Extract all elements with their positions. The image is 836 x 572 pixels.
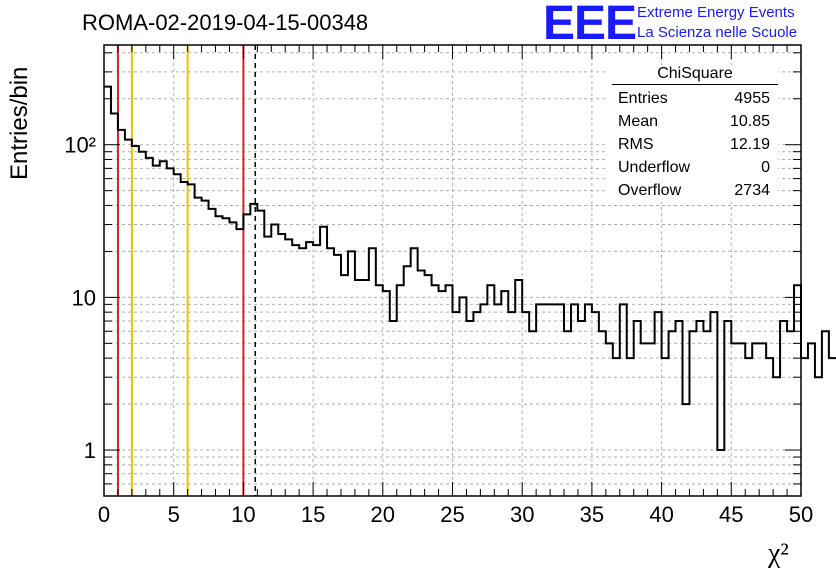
x-tick-label: 10 [231, 502, 255, 527]
stats-row-mean: Mean 10.85 [608, 110, 778, 133]
stats-value: 0 [761, 159, 770, 176]
x-tick-label: 25 [440, 502, 464, 527]
x-tick-label: 5 [168, 502, 180, 527]
stats-label: Entries [618, 90, 668, 107]
stats-label: Overflow [618, 182, 682, 199]
x-tick-label: 50 [789, 502, 813, 527]
reference-lines [116, 45, 256, 496]
y-axis-label: Entries/bin [6, 66, 33, 180]
stats-row-entries: Entries 4955 [608, 87, 778, 110]
y-tick-label: 10 [72, 285, 96, 310]
stats-value: 4955 [734, 90, 770, 107]
x-tick-label: 15 [301, 502, 325, 527]
stats-label: Underflow [618, 159, 691, 176]
y-tick-label: 10² [64, 133, 96, 158]
x-tick-label: 30 [510, 502, 534, 527]
grid [104, 45, 801, 497]
stats-row-rms: RMS 12.19 [608, 133, 778, 156]
stats-box: ChiSquare Entries 4955 Mean 10.85 RMS 12… [608, 65, 778, 202]
stats-row-underflow: Underflow 0 [608, 156, 778, 179]
x-axis-label: χ² [768, 538, 789, 569]
x-axis: 0 5 10 15 20 25 30 35 40 45 50 [98, 45, 813, 527]
x-tick-label: 20 [371, 502, 395, 527]
logo-subtitle-1: Extreme Energy Events [637, 4, 795, 21]
x-tick-label: 0 [98, 502, 110, 527]
stats-row-overflow: Overflow 2734 [608, 179, 778, 202]
stats-value: 10.85 [729, 113, 770, 130]
stats-label: RMS [618, 136, 654, 153]
x-tick-label: 35 [580, 502, 604, 527]
histogram-line [104, 85, 836, 452]
stats-label: Mean [618, 113, 659, 130]
y-tick-label: 1 [84, 438, 96, 463]
x-tick-label: 45 [719, 502, 743, 527]
stats-value: 12.19 [729, 136, 770, 153]
y-axis: 1 10 10² [64, 52, 801, 497]
logo-subtitle-2: La Scienza nelle Scuole [637, 24, 798, 41]
stats-value: 2734 [734, 182, 770, 199]
x-tick-label: 40 [649, 502, 673, 527]
eee-logo: EEE [543, 0, 637, 50]
chart-title: ROMA-02-2019-04-15-00348 [82, 10, 369, 35]
stats-title: ChiSquare [612, 65, 778, 85]
